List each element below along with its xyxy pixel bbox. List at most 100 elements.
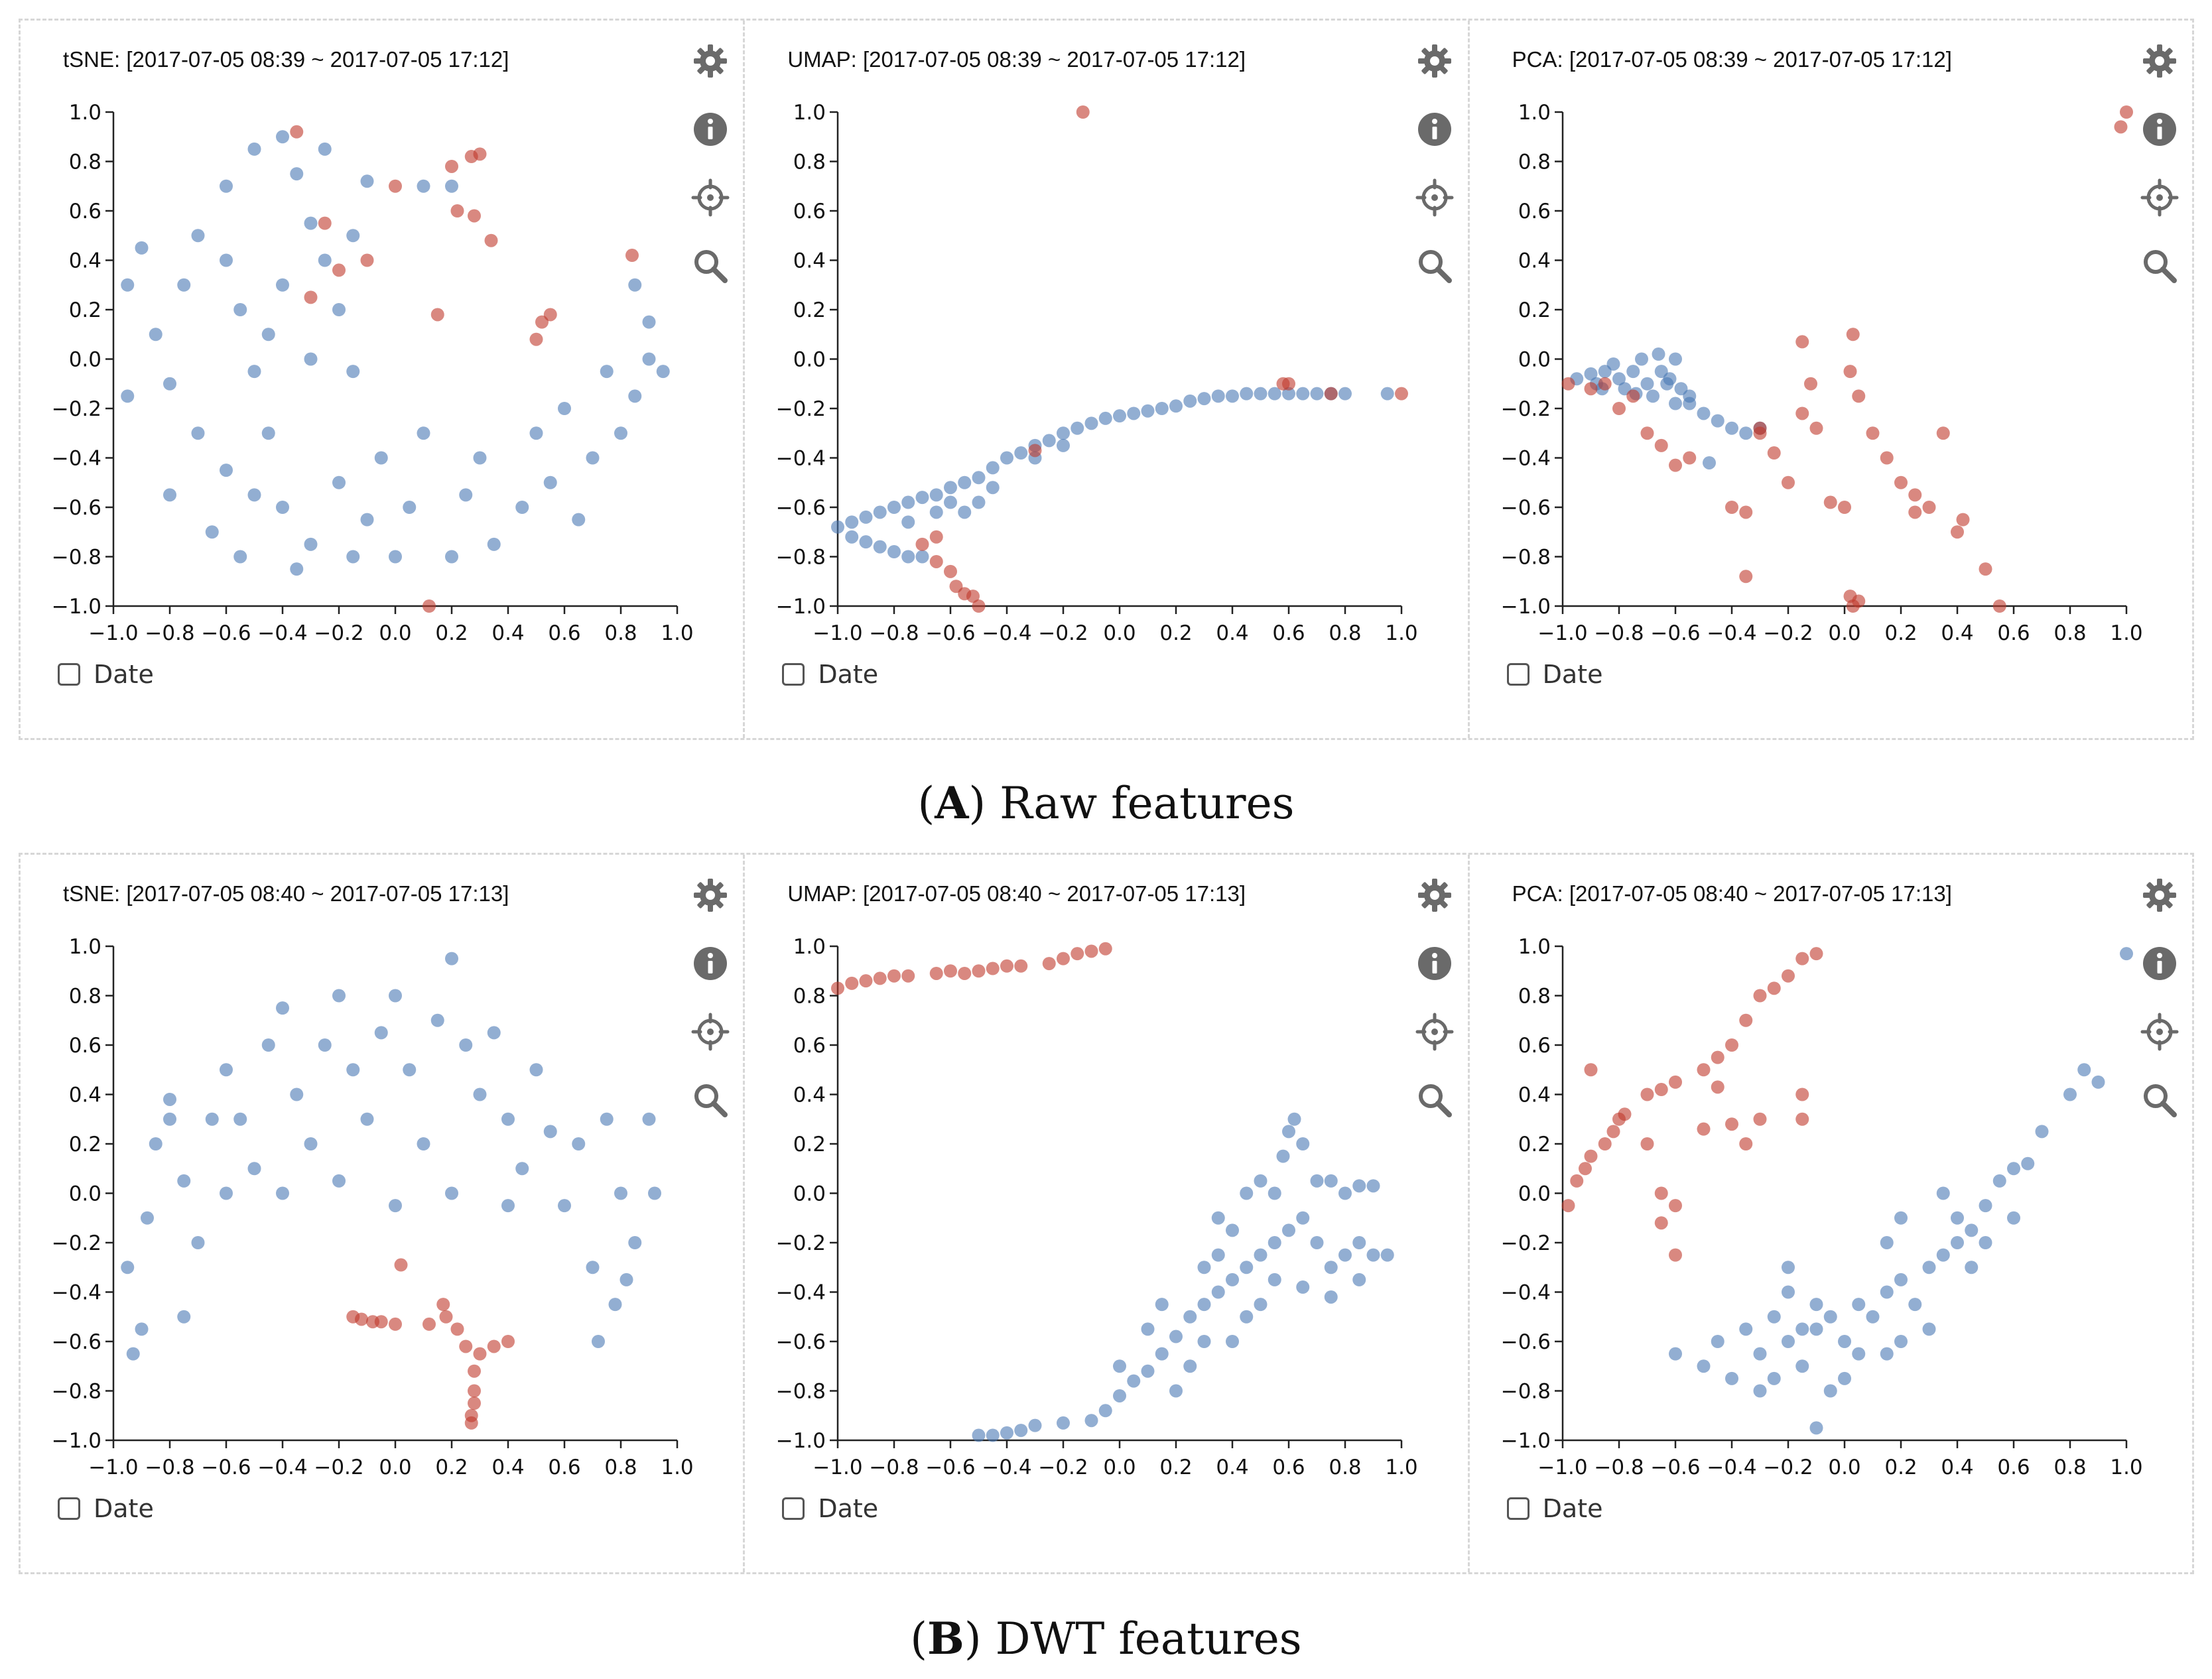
x-tick-label: 0.4 xyxy=(1216,621,1249,645)
data-point-normal xyxy=(1325,1261,1338,1275)
y-tick-label: 0.2 xyxy=(793,1133,826,1156)
y-tick-label: −0.8 xyxy=(52,546,101,570)
data-point-normal xyxy=(642,315,656,329)
date-checkbox[interactable]: Date xyxy=(58,1494,154,1523)
checkbox-box[interactable] xyxy=(58,663,80,686)
data-point-normal xyxy=(1043,434,1057,448)
data-point-anomaly xyxy=(1561,1199,1575,1213)
data-point-normal xyxy=(1212,1285,1226,1299)
info-icon[interactable] xyxy=(1415,110,1454,149)
data-point-normal xyxy=(233,303,247,316)
crosshair-icon[interactable] xyxy=(691,1013,730,1051)
data-point-anomaly xyxy=(1795,335,1809,349)
crosshair-icon[interactable] xyxy=(1415,1013,1454,1051)
search-icon[interactable] xyxy=(691,247,730,285)
y-tick-label: 0.6 xyxy=(793,1034,826,1058)
info-icon[interactable] xyxy=(691,110,730,149)
gear-icon[interactable] xyxy=(2140,42,2179,80)
info-icon[interactable] xyxy=(2140,110,2179,149)
info-icon[interactable] xyxy=(2140,944,2179,983)
checkbox-box[interactable] xyxy=(1506,663,1529,686)
scatter-plot-tsne-raw[interactable]: 1.00.80.60.40.20.0−0.2−0.4−0.6−0.8−1.0−1… xyxy=(21,21,744,684)
checkbox-box[interactable] xyxy=(782,663,805,686)
data-point-anomaly xyxy=(1668,458,1682,472)
gear-icon[interactable] xyxy=(691,42,730,80)
data-point-normal xyxy=(986,1428,1000,1442)
data-point-normal xyxy=(1724,1371,1738,1385)
caption-raw-features: (A) Raw features xyxy=(917,777,1295,829)
data-point-anomaly xyxy=(468,1364,481,1378)
gear-icon[interactable] xyxy=(1415,42,1454,80)
data-point-normal xyxy=(586,451,600,465)
y-tick-label: 0.0 xyxy=(1518,1182,1550,1206)
data-point-anomaly xyxy=(1781,969,1795,983)
data-point-normal xyxy=(233,1112,247,1126)
x-tick-label: 0.6 xyxy=(1273,621,1305,645)
info-icon[interactable] xyxy=(1415,944,1454,983)
crosshair-icon[interactable] xyxy=(2140,1013,2179,1051)
crosshair-icon[interactable] xyxy=(1415,178,1454,217)
gear-icon[interactable] xyxy=(2140,876,2179,914)
data-point-normal xyxy=(163,1112,176,1126)
data-point-normal xyxy=(318,253,332,267)
checkbox-box[interactable] xyxy=(58,1497,80,1520)
date-checkbox[interactable]: Date xyxy=(1506,1494,1602,1523)
data-point-normal xyxy=(1381,387,1395,401)
data-point-normal xyxy=(459,488,473,502)
data-point-normal xyxy=(1781,1285,1795,1299)
data-point-normal xyxy=(163,377,176,391)
gear-icon[interactable] xyxy=(691,876,730,914)
data-point-anomaly xyxy=(468,1384,481,1398)
data-point-normal xyxy=(930,488,944,502)
data-point-normal xyxy=(1626,365,1640,379)
info-icon[interactable] xyxy=(691,944,730,983)
search-icon[interactable] xyxy=(691,1081,730,1119)
data-point-anomaly xyxy=(360,253,374,267)
scatter-plot-umap-dwt[interactable]: 1.0 0.8 0.6 0.4 0.2 0.0 −0.2 −0.4 −0.6 −0.8 −1.0 −1… xyxy=(745,855,1468,1518)
data-point-normal xyxy=(558,1199,571,1213)
date-checkbox[interactable]: Date xyxy=(1506,660,1602,689)
y-tick-label: 0.0 xyxy=(793,348,826,372)
y-tick-label: 0.6 xyxy=(69,1034,101,1058)
scatter-plot-tsne-dwt[interactable]: 1.0 0.8 0.6 0.4 0.2 0.0 −0.2 −0.4 −0.6 −0.8 −1.0 −1… xyxy=(21,855,744,1518)
scatter-plot-umap-raw[interactable]: 1.00.80.60.40.20.0−0.2−0.4−0.6−0.8−1.0−1… xyxy=(745,21,1468,684)
data-point-normal xyxy=(1127,406,1141,420)
scatter-plot-pca-dwt[interactable]: 1.0 0.8 0.6 0.4 0.2 0.0 −0.2 −0.4 −0.6 −0.8 −1.0 −1… xyxy=(1470,855,2193,1518)
data-point-normal xyxy=(1212,1211,1226,1225)
crosshair-icon[interactable] xyxy=(691,178,730,217)
crosshair-icon[interactable] xyxy=(2140,178,2179,217)
data-point-anomaly xyxy=(1767,446,1781,460)
checkbox-box[interactable] xyxy=(1506,1497,1529,1520)
search-icon[interactable] xyxy=(2140,247,2179,285)
gear-icon[interactable] xyxy=(1415,876,1454,914)
x-tick-label: −1.0 xyxy=(813,1456,863,1479)
search-icon[interactable] xyxy=(1415,1081,1454,1119)
y-tick-label: −0.6 xyxy=(52,1330,101,1354)
data-point-anomaly xyxy=(436,1298,450,1312)
checkbox-box[interactable] xyxy=(782,1497,805,1520)
data-point-normal xyxy=(901,495,915,509)
data-point-normal xyxy=(1767,1310,1781,1324)
date-checkbox[interactable]: Date xyxy=(58,660,154,689)
data-point-normal xyxy=(191,426,205,440)
search-icon[interactable] xyxy=(2140,1081,2179,1119)
y-tick-label: 1.0 xyxy=(1518,935,1550,959)
date-checkbox[interactable]: Date xyxy=(782,660,878,689)
data-point-normal xyxy=(529,1063,543,1077)
data-point-normal xyxy=(1809,1322,1823,1336)
data-point-normal xyxy=(220,464,233,477)
search-icon[interactable] xyxy=(1415,247,1454,285)
x-tick-label: −0.6 xyxy=(201,1456,251,1479)
y-tick-label: 0.4 xyxy=(1518,249,1550,273)
panel-toolbar xyxy=(2140,42,2179,315)
y-tick-label: −0.4 xyxy=(52,447,101,471)
data-point-normal xyxy=(1352,1273,1366,1286)
data-point-normal xyxy=(177,1310,191,1324)
date-checkbox[interactable]: Date xyxy=(782,1494,878,1523)
data-point-normal xyxy=(642,352,656,366)
data-point-normal xyxy=(1057,426,1071,440)
data-point-normal xyxy=(1113,1389,1127,1402)
data-point-anomaly xyxy=(1654,1083,1668,1097)
scatter-plot-pca-raw[interactable]: 1.00.80.60.40.20.0−0.2−0.4−0.6−0.8−1.0−1… xyxy=(1470,21,2193,684)
data-point-anomaly xyxy=(986,962,1000,975)
